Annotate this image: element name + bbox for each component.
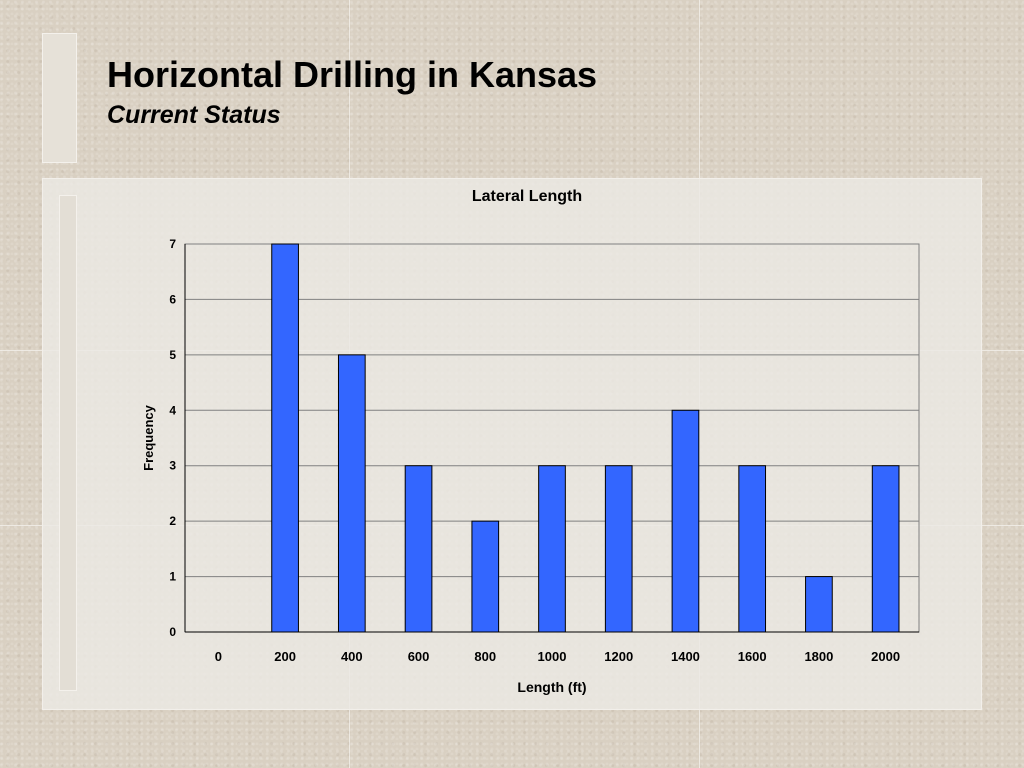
y-tick-label: 1 bbox=[169, 570, 176, 584]
y-tick-label: 5 bbox=[169, 348, 176, 362]
bar-200 bbox=[271, 243, 299, 633]
y-tick-label: 3 bbox=[169, 459, 176, 473]
x-tick-label: 1400 bbox=[671, 649, 700, 664]
bar-600 bbox=[404, 465, 433, 633]
x-tick-label: 600 bbox=[408, 649, 430, 664]
x-tick-label: 400 bbox=[341, 649, 363, 664]
y-tick-label: 7 bbox=[169, 237, 176, 251]
bar-1200 bbox=[604, 465, 633, 633]
title-accent-box bbox=[42, 33, 77, 163]
bar-1800 bbox=[805, 576, 833, 633]
y-tick-label: 2 bbox=[169, 514, 176, 528]
bar-800 bbox=[471, 520, 500, 633]
x-tick-label: 0 bbox=[215, 649, 222, 664]
chart-title: Lateral Length bbox=[472, 188, 582, 205]
side-accent-box bbox=[59, 195, 77, 691]
y-tick-label: 6 bbox=[169, 292, 176, 306]
bar-1000 bbox=[538, 465, 566, 633]
y-axis-label: Frequency bbox=[141, 404, 156, 471]
y-tick-label: 4 bbox=[169, 403, 176, 417]
y-tick-label: 0 bbox=[169, 625, 176, 639]
x-tick-label: 2000 bbox=[871, 649, 900, 664]
x-tick-label: 1600 bbox=[738, 649, 767, 664]
bar-2000 bbox=[871, 465, 900, 633]
slide-title: Horizontal Drilling in Kansas bbox=[107, 54, 598, 95]
x-tick-label: 200 bbox=[274, 649, 296, 664]
bar-400 bbox=[337, 354, 366, 633]
slide-subtitle: Current Status bbox=[107, 101, 281, 129]
x-tick-label: 800 bbox=[474, 649, 496, 664]
x-tick-label: 1000 bbox=[538, 649, 567, 664]
bar-1400 bbox=[671, 409, 700, 633]
bar-1600 bbox=[738, 465, 767, 633]
x-axis-label: Length (ft) bbox=[517, 679, 586, 695]
x-tick-label: 1200 bbox=[604, 649, 633, 664]
x-tick-label: 1800 bbox=[804, 649, 833, 664]
